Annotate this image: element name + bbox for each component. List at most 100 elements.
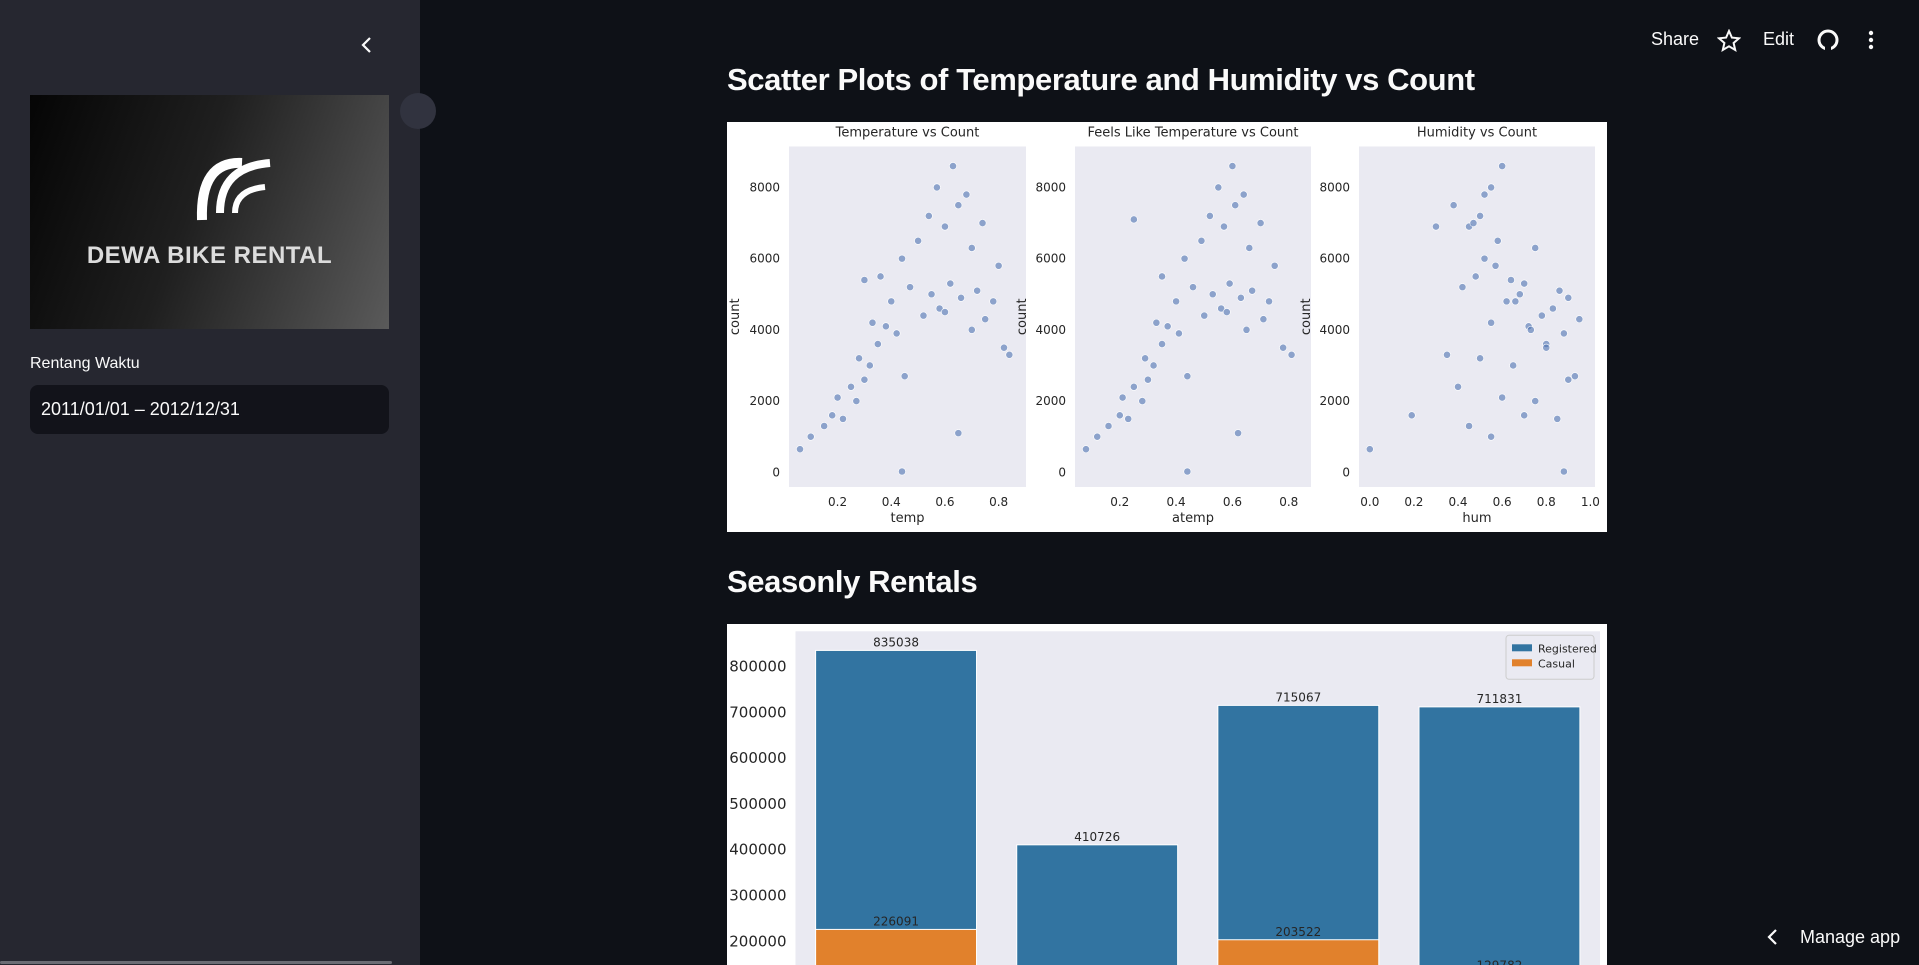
legend-swatch (1512, 659, 1532, 667)
value-label: 410726 (1074, 830, 1120, 844)
scatter-point (796, 445, 804, 454)
legend-swatch (1512, 644, 1532, 652)
x-tick-label: 0.8 (1279, 495, 1298, 509)
x-tick-label: 0.4 (882, 495, 901, 509)
value-label: 129782 (1477, 959, 1523, 965)
github-button[interactable] (1817, 29, 1839, 51)
logo-text: DEWA BIKE RENTAL (86, 242, 333, 269)
scatter-point (1256, 219, 1265, 227)
scatter-point (906, 283, 914, 292)
star-button[interactable] (1717, 29, 1741, 53)
scatter-point (1471, 272, 1480, 281)
scatter-point (847, 382, 855, 391)
sidebar-handle[interactable] (400, 93, 436, 129)
y-tick-label: 500000 (729, 795, 786, 813)
date-input[interactable]: 2011/01/01 – 2012/12/31 (30, 385, 389, 434)
y-tick-label: 800000 (729, 657, 786, 675)
scatter-point (1115, 411, 1124, 420)
scatter-point (1458, 283, 1467, 292)
collapse-sidebar[interactable] (355, 33, 379, 57)
logo: DEWA BIKE RENTAL (30, 95, 389, 329)
scatter-point (1287, 350, 1296, 359)
section-title: Scatter Plots of Temperature and Humidit… (727, 62, 1475, 97)
scatter-point (873, 340, 882, 348)
x-tick-label: 0.4 (1448, 495, 1467, 509)
value-label: 203522 (1275, 925, 1321, 939)
date-label: Rentang Waktu (30, 355, 140, 372)
legend-label: Casual (1538, 657, 1575, 670)
scatter-point (900, 372, 909, 381)
scatter-point (1005, 350, 1014, 359)
scatter-point (1509, 361, 1518, 370)
scatter-point (1163, 322, 1172, 331)
scatter-point (1265, 297, 1273, 306)
plot-area (789, 146, 1026, 487)
y-tick-label: 2000 (1035, 394, 1066, 408)
scatter-point (1208, 290, 1217, 299)
scatter-point (1443, 350, 1451, 359)
scatter-point (806, 432, 815, 441)
value-label: 835038 (873, 635, 919, 649)
scatter-point (927, 290, 936, 299)
scatter-point (1144, 375, 1152, 384)
scatter-point (820, 422, 829, 430)
logo-icon (196, 157, 271, 221)
y-tick-label: 8000 (1035, 180, 1066, 194)
y-axis-label: count (1015, 298, 1030, 335)
menu-button[interactable] (1861, 28, 1881, 52)
scatter-point (1537, 311, 1546, 320)
scatter-point (1242, 325, 1251, 334)
y-tick-label: 2000 (1319, 394, 1350, 408)
scatter-point (1493, 236, 1502, 245)
share-button[interactable]: Share (1651, 29, 1700, 49)
scatter-point (954, 429, 963, 438)
scatter-point (1491, 261, 1500, 270)
scatter-point (1149, 361, 1158, 370)
scatter-point (954, 201, 963, 210)
scatter-point (932, 183, 941, 192)
scatter-point (1175, 329, 1183, 338)
manage-arrow[interactable] (1763, 926, 1783, 948)
y-tick-label: 8000 (1319, 180, 1350, 194)
scatter-point (1575, 315, 1584, 324)
bar (815, 649, 978, 965)
scatter-point (1553, 414, 1562, 423)
scatter-point (1560, 329, 1568, 338)
scatter-point (957, 293, 965, 302)
scatter-point (1180, 254, 1189, 263)
scatter-point (919, 311, 928, 320)
bar (1016, 844, 1179, 965)
scatter-point (1571, 372, 1579, 381)
scatter-point (892, 329, 901, 338)
scatter-point (1183, 467, 1192, 476)
y-tick-label: 700000 (729, 703, 786, 721)
legend-label: Registered (1538, 642, 1597, 655)
scatter-point (973, 286, 982, 295)
scatter-point (828, 411, 837, 420)
scatter-point (1487, 318, 1496, 327)
y-tick-label: 6000 (1319, 252, 1350, 266)
scatter-point (1487, 432, 1496, 441)
scatter-point (924, 212, 933, 220)
scatter-point (1511, 297, 1520, 306)
x-axis-label: temp (890, 511, 924, 526)
scatter-point (1141, 354, 1150, 363)
scatter-point (1564, 293, 1573, 302)
bar (1217, 939, 1380, 965)
scatter-point (1152, 318, 1161, 327)
scatter-point (865, 361, 874, 370)
scatter-point (962, 190, 971, 199)
scatter-point (1259, 315, 1268, 324)
scatter-point (1515, 290, 1524, 299)
scatter-point (1432, 222, 1440, 231)
scatter-point (1225, 279, 1234, 288)
scatter-point (1197, 236, 1206, 245)
y-tick-label: 4000 (1035, 323, 1066, 337)
edit-button[interactable]: Edit (1763, 29, 1795, 49)
y-tick-label: 300000 (729, 887, 786, 905)
scatter-point (1222, 308, 1231, 316)
scatter-point (1526, 325, 1535, 334)
manage-app-button[interactable]: Manage app (1800, 927, 1901, 947)
scatter-point (887, 297, 896, 306)
